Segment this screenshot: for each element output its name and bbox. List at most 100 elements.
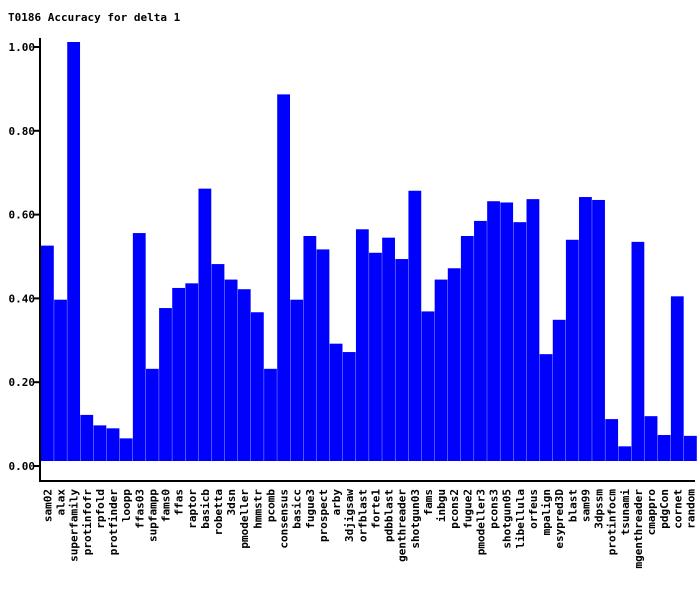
- x-tick-label: forte1: [369, 489, 382, 529]
- bar-fugue2: [460, 236, 474, 461]
- bar-libellula: [513, 222, 527, 461]
- x-tick-label: consensus: [278, 489, 291, 549]
- bar-3dpssm: [592, 199, 605, 461]
- x-tick-label: orfeus: [527, 489, 540, 529]
- bar-cornet: [670, 296, 684, 461]
- bar-ffas03: [132, 233, 146, 461]
- x-tick-label: arby: [330, 489, 343, 516]
- x-tick-label: pmodeller3: [474, 489, 487, 555]
- x-tick-label: random: [684, 489, 697, 529]
- bar-shotgun05: [500, 202, 514, 462]
- x-tick-label: raptor: [186, 489, 199, 529]
- x-tick-label: orfblast: [356, 489, 369, 542]
- x-tick-label: fugue3: [304, 489, 317, 529]
- x-tick-label: sam02: [41, 489, 54, 522]
- x-tick-label: alax: [55, 489, 68, 516]
- x-tick-label: protinfofr: [81, 489, 94, 556]
- x-tick-label: ffas03: [133, 489, 146, 529]
- x-tick-label: fams: [422, 489, 435, 516]
- x-tick-label: libellula: [514, 489, 527, 549]
- bar-tsunami: [618, 446, 632, 461]
- bar-alax: [54, 299, 67, 461]
- x-tick-label: sam99: [579, 489, 592, 522]
- x-tick-label: mgenthreader: [632, 489, 645, 569]
- bar-forte1: [369, 252, 382, 461]
- bar-ffas: [172, 287, 186, 461]
- y-tick-label: 0.60: [9, 209, 36, 222]
- bar-mpalign: [539, 354, 553, 461]
- bar-3djigsaw: [342, 352, 356, 461]
- x-tick-label: 3dsn: [225, 489, 238, 516]
- bar-loopp: [119, 438, 133, 461]
- x-tick-label: protinfocm: [606, 489, 619, 556]
- x-tick-label: genthreader: [396, 489, 409, 562]
- bar-fams0: [159, 308, 172, 461]
- bar-random: [684, 435, 697, 461]
- bar-supfampp: [145, 368, 159, 461]
- bars: [41, 42, 697, 462]
- bar-pcons3: [487, 201, 500, 461]
- bar-inbgu: [434, 279, 448, 461]
- bar-shotgun03: [408, 190, 422, 461]
- bar-pdbblast: [382, 237, 395, 461]
- x-tick-label: cmappro: [645, 489, 658, 536]
- x-tick-label: pdgCon: [658, 489, 671, 529]
- x-tick-label: rpfold: [94, 489, 107, 529]
- bar-orfeus: [526, 199, 540, 462]
- bar-hmmstr: [250, 312, 264, 461]
- x-tick-label: fams0: [160, 489, 173, 522]
- x-tick-label: 3djigsaw: [343, 489, 356, 542]
- bar-genthreader: [395, 259, 409, 461]
- x-tick-label: superfamily: [68, 489, 81, 562]
- y-tick-label: 1.00: [9, 41, 36, 54]
- bar-arby: [329, 343, 343, 461]
- bar-superfamily: [67, 42, 81, 461]
- x-tick-label: prospect: [317, 489, 330, 542]
- bar-3dsn: [224, 279, 238, 461]
- x-tick-label: cornet: [671, 489, 684, 529]
- bar-consensus: [277, 94, 290, 462]
- x-tick-label: pmodeller: [238, 489, 251, 549]
- y-tick-label: 0.20: [9, 376, 36, 389]
- x-axis: sam02 alax superfamily protinfofr rpfold prot…: [39, 480, 697, 569]
- x-tick-label: supfampp: [146, 489, 159, 542]
- x-tick-label: mpalign: [540, 489, 553, 535]
- x-tick-label: pcomb: [264, 489, 277, 522]
- bar-pdgCon: [657, 435, 671, 461]
- bar-pmodeller3: [474, 220, 487, 461]
- x-tick-label: basicb: [199, 489, 212, 529]
- x-tick-label: blast: [566, 489, 579, 522]
- x-tick-label: pcons3: [488, 489, 501, 529]
- bar-prospect: [316, 249, 330, 461]
- bar-sam02: [41, 245, 54, 461]
- chart-title: T0186 Accuracy for delta 1: [8, 11, 181, 24]
- x-tick-label: basicc: [291, 489, 304, 529]
- x-tick-label: fugue2: [461, 489, 474, 529]
- y-tick-label: 0.40: [9, 292, 36, 305]
- bar-pcomb: [264, 368, 277, 461]
- x-tick-label: pcons2: [448, 489, 461, 529]
- x-tick-label: esypred3D: [553, 489, 566, 549]
- x-tick-label: hmmstr: [251, 489, 264, 529]
- bar-pmodeller: [237, 289, 251, 461]
- x-tick-label: tsunami: [619, 489, 632, 536]
- x-tick-label: loopp: [120, 489, 133, 522]
- y-tick-label: 0.00: [9, 460, 36, 473]
- x-tick-label: inbgu: [435, 489, 448, 522]
- bar-protinfocm: [605, 419, 619, 461]
- bar-protinfofr: [80, 414, 94, 461]
- x-tick-label: protfinder: [107, 489, 120, 556]
- bar-blast: [565, 239, 579, 461]
- y-tick-label: 0.80: [9, 125, 36, 138]
- bar-sam99: [579, 197, 592, 461]
- bar-robetta: [211, 264, 225, 461]
- bar-rpfold: [93, 425, 107, 461]
- bar-raptor: [185, 283, 199, 461]
- bar-esypred3D: [552, 319, 566, 461]
- y-axis: 0.00 0.20 0.40 0.60 0.80 1.00: [9, 38, 41, 481]
- x-tick-label: pdbblast: [383, 489, 396, 542]
- bar-fugue3: [303, 236, 317, 461]
- x-tick-label: shotgun03: [409, 489, 422, 549]
